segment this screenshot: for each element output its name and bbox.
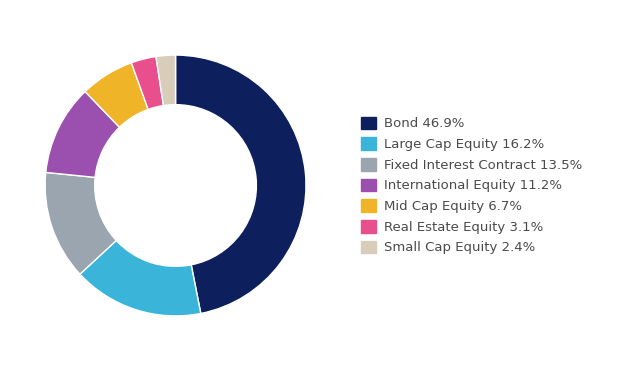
Wedge shape xyxy=(45,173,116,274)
Legend: Bond 46.9%, Large Cap Equity 16.2%, Fixed Interest Contract 13.5%, International: Bond 46.9%, Large Cap Equity 16.2%, Fixe… xyxy=(362,116,582,255)
Wedge shape xyxy=(80,240,201,316)
Wedge shape xyxy=(176,55,306,313)
Wedge shape xyxy=(85,63,148,127)
Wedge shape xyxy=(46,92,120,177)
Wedge shape xyxy=(132,56,164,109)
Wedge shape xyxy=(156,55,176,106)
